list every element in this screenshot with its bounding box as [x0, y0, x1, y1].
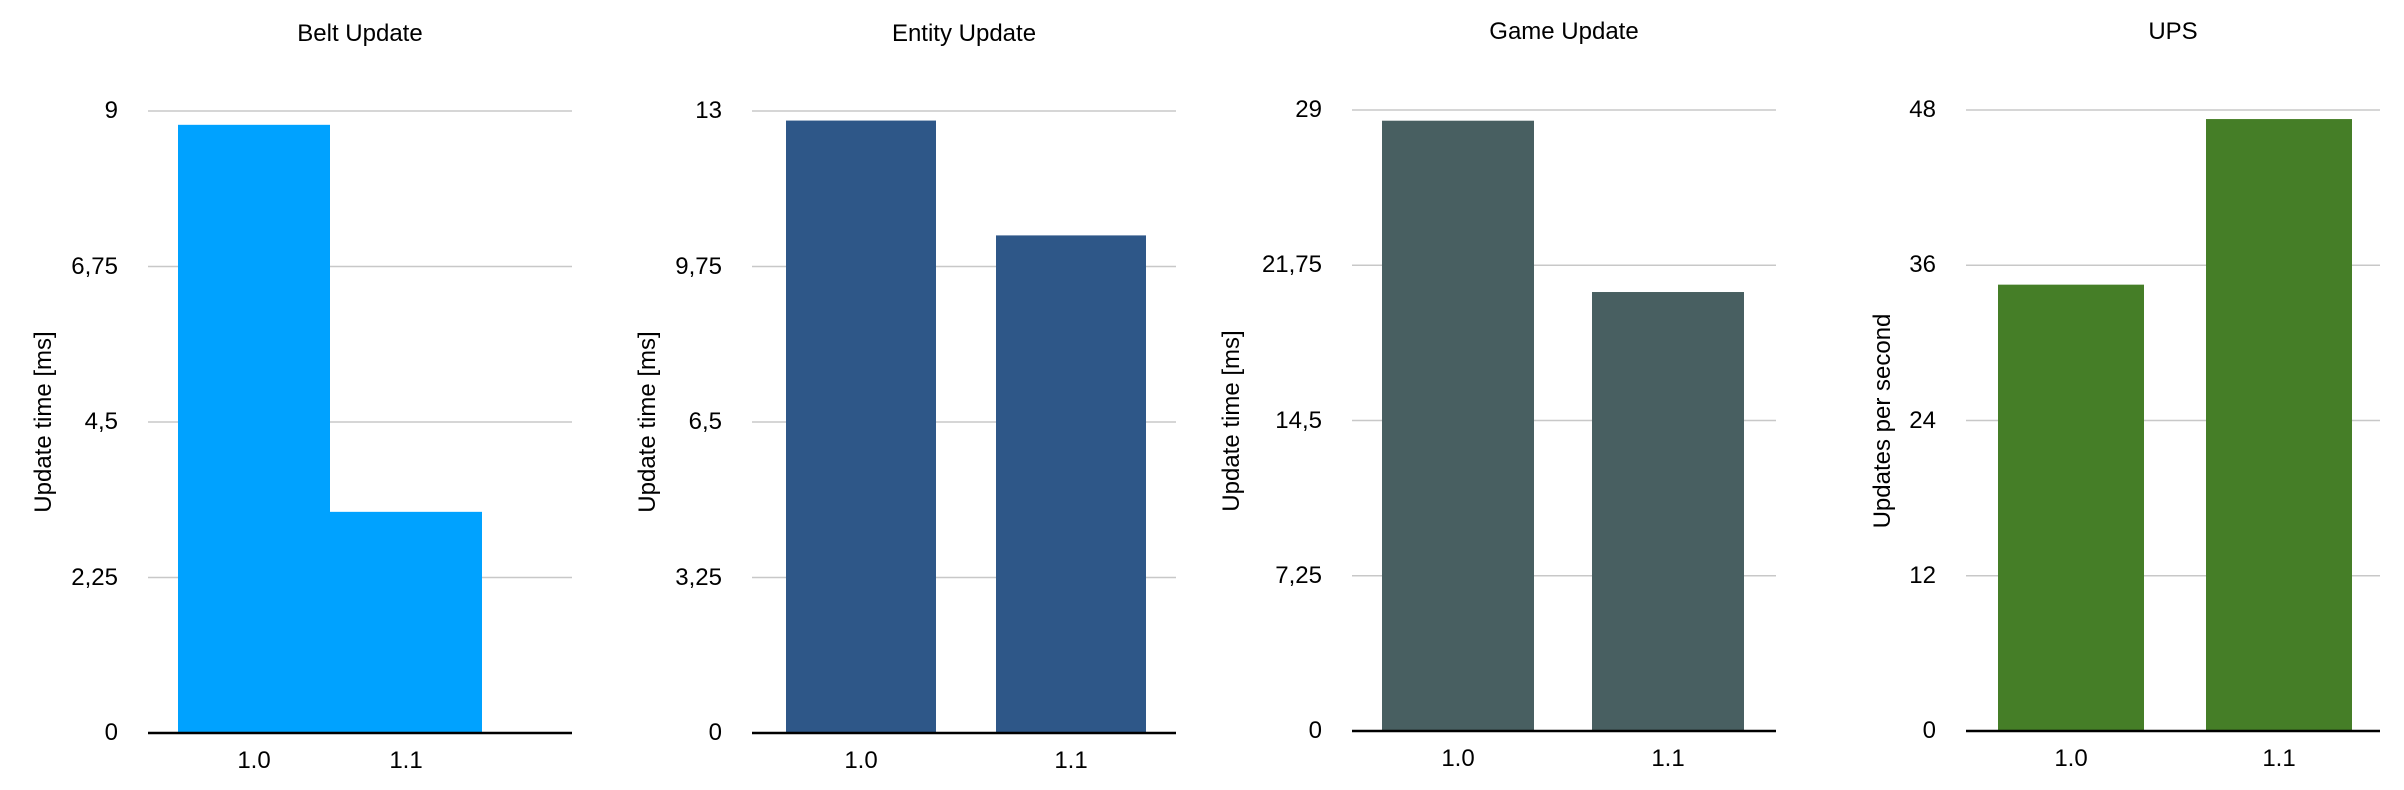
bar-1-1: [330, 511, 482, 733]
y-tick-label: 0: [708, 719, 722, 746]
y-tick-label: 24: [1909, 406, 1936, 434]
bar-1-1: [1592, 292, 1744, 731]
bar-1-0: [178, 124, 330, 734]
x-tick-label: 1.0: [1441, 745, 1475, 772]
y-tick-label: 6,75: [71, 252, 118, 280]
y-axis-label: Updates per second: [1869, 313, 1896, 528]
x-tick-label: 1.0: [237, 747, 271, 774]
bar-1-1: [2206, 119, 2352, 731]
x-tick-label: 1.0: [844, 747, 878, 774]
bar-1-1: [996, 235, 1146, 733]
y-tick-label: 36: [1909, 251, 1936, 279]
x-tick-label: 1.1: [2262, 745, 2296, 772]
y-tick-label: 9,75: [675, 252, 722, 280]
y-tick-label: 21,75: [1261, 251, 1322, 279]
y-tick-label: 3,25: [675, 563, 722, 591]
y-tick-label: 13: [695, 97, 722, 124]
y-tick-label: 12: [1909, 561, 1936, 589]
bar-1-0: [786, 120, 936, 734]
x-tick-label: 1.1: [1651, 745, 1685, 772]
x-tick-label: 1.0: [2054, 745, 2088, 772]
y-tick-label: 0: [104, 719, 118, 746]
y-tick-label: 7,25: [1275, 561, 1322, 589]
chart-title: Game Update: [1489, 18, 1639, 45]
y-tick-label: 48: [1909, 96, 1936, 123]
y-tick-label: 2,25: [71, 563, 118, 591]
y-tick-label: 0: [1308, 717, 1322, 744]
x-tick-label: 1.1: [1054, 747, 1088, 774]
y-tick-label: 4,5: [84, 408, 118, 435]
y-tick-label: 29: [1295, 96, 1322, 123]
chart-title: Entity Update: [891, 20, 1037, 47]
y-tick-label: 0: [1922, 717, 1936, 744]
bar-1-0: [1382, 120, 1534, 731]
bar-1-0: [1998, 284, 2144, 731]
chart-title: Belt Update: [297, 20, 423, 47]
y-tick-label: 9: [104, 97, 118, 124]
x-tick-label: 1.1: [389, 747, 423, 774]
chart-title: UPS: [2148, 18, 2198, 45]
y-tick-label: 14,5: [1275, 406, 1322, 434]
y-tick-label: 6,5: [688, 408, 722, 435]
